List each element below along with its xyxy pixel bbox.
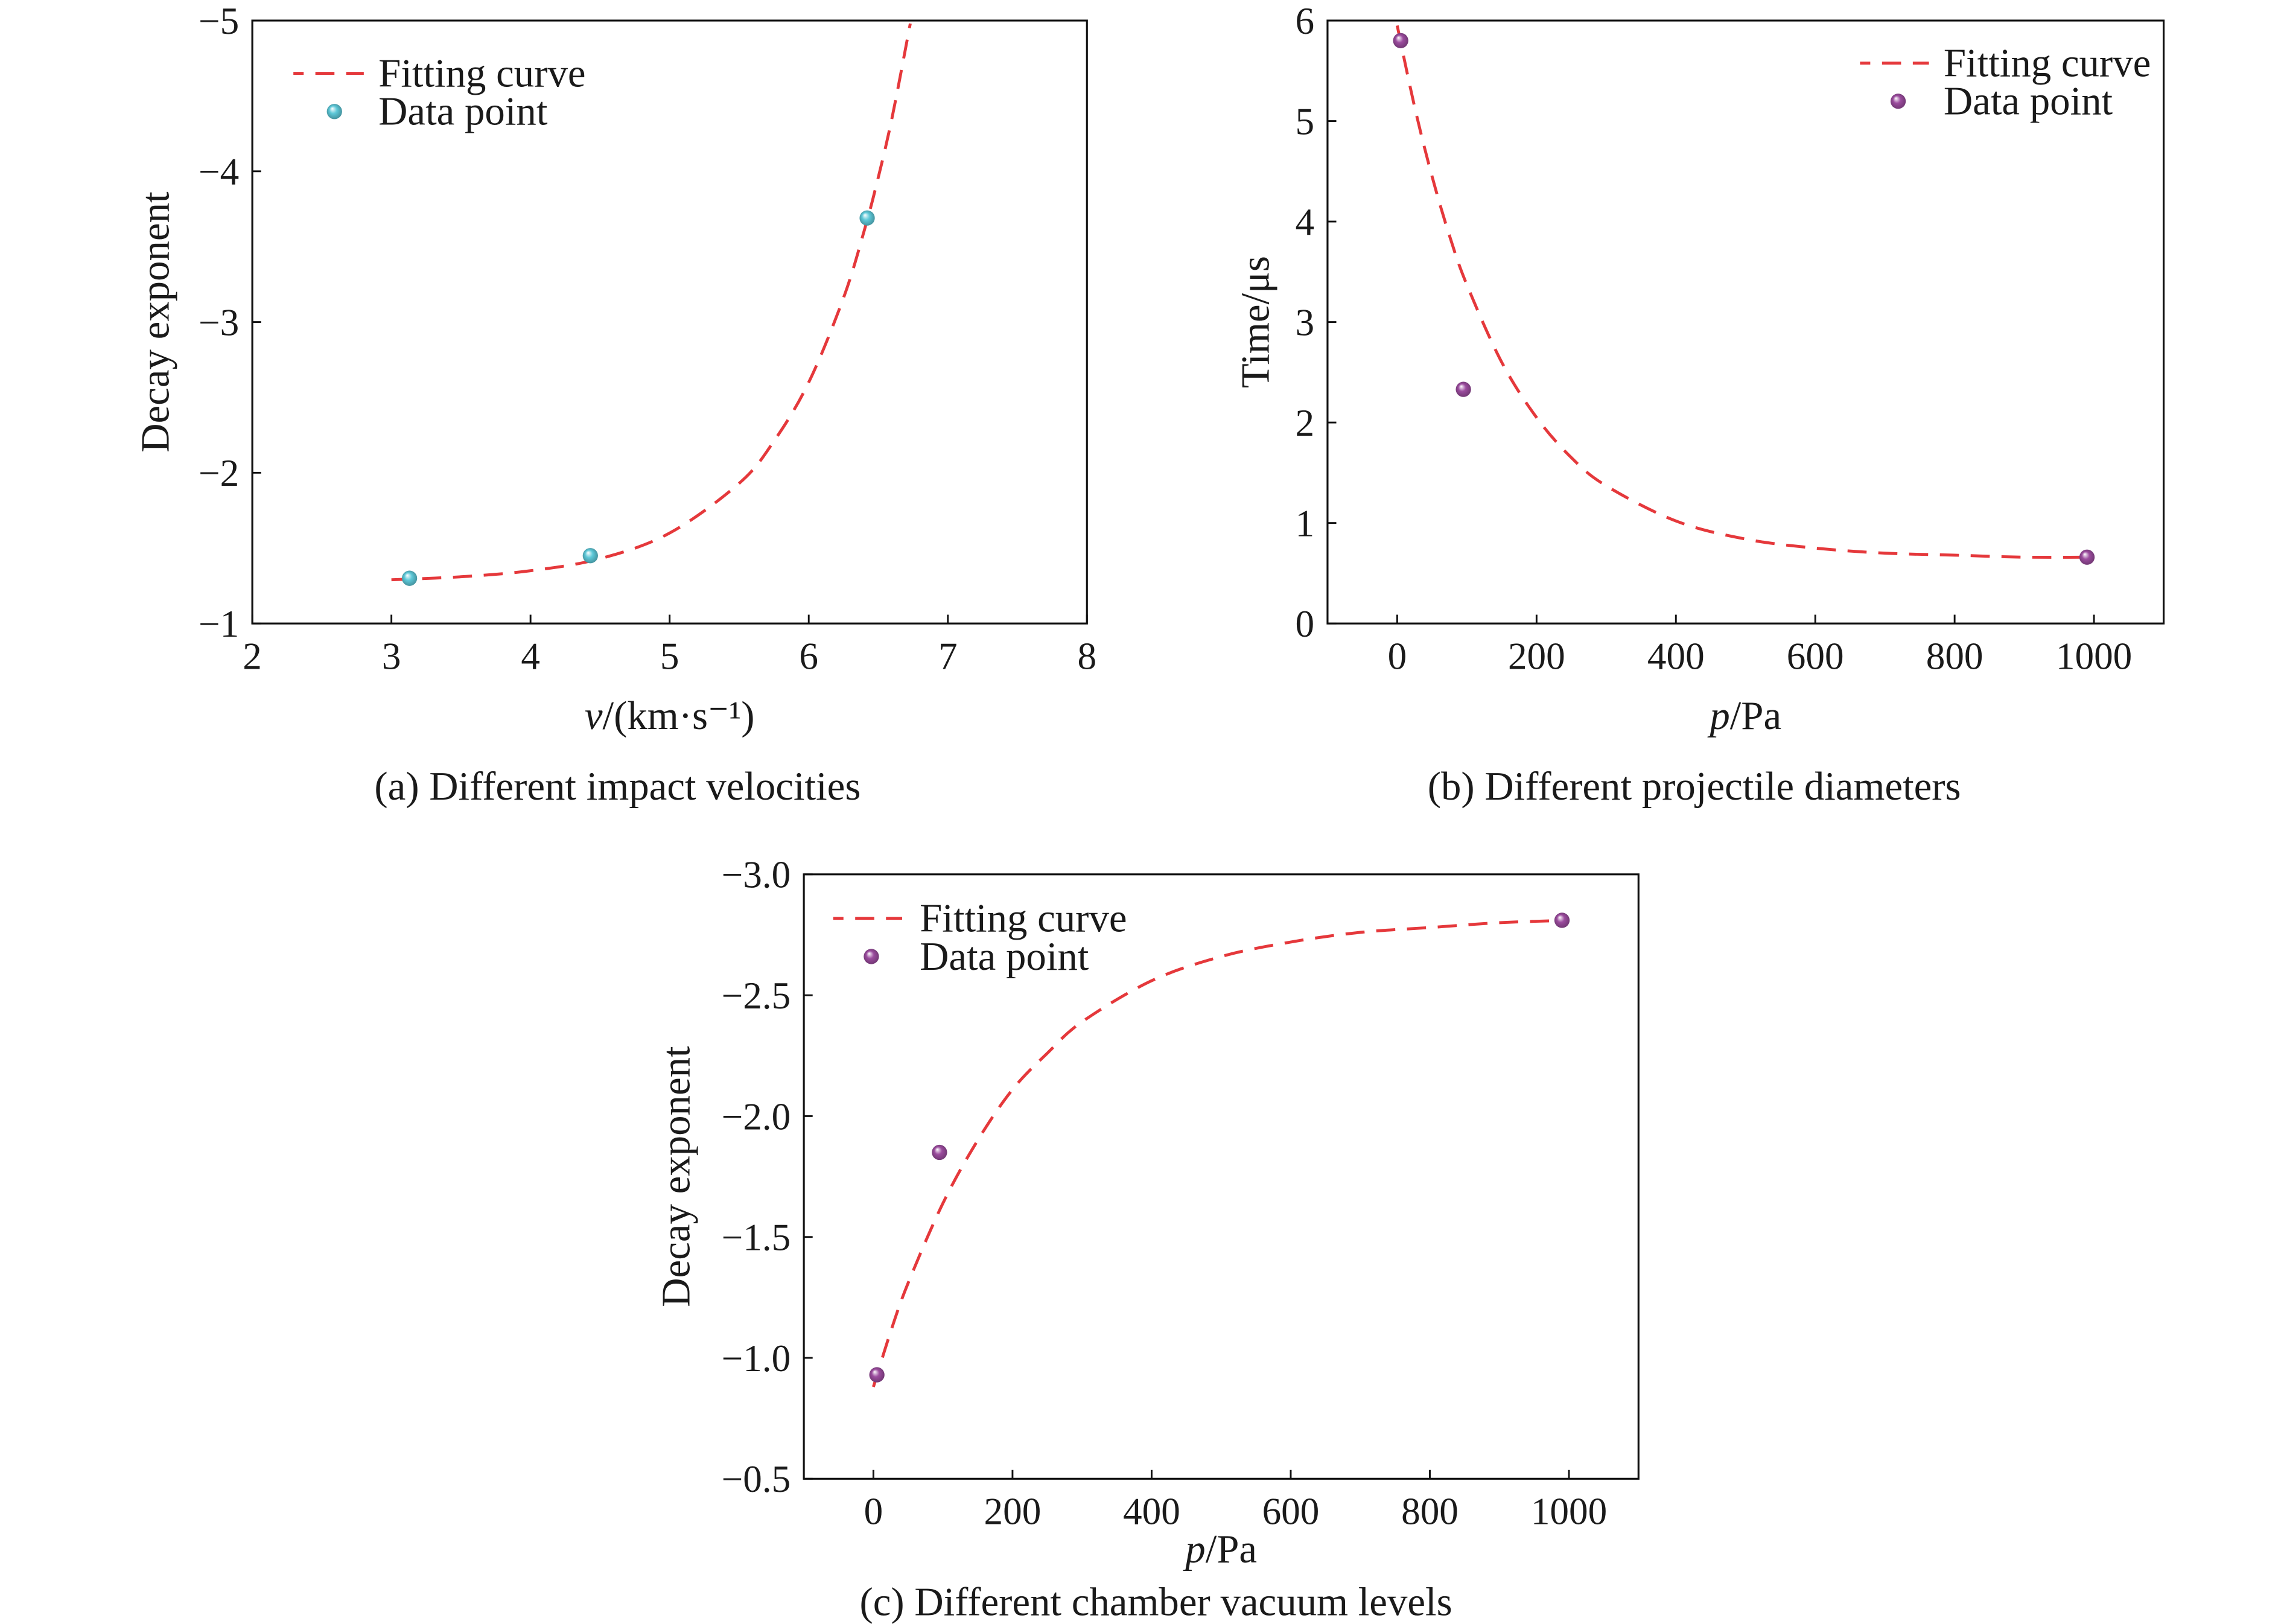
x-tick-label: 4 xyxy=(521,635,540,677)
y-tick-label: −3.0 xyxy=(722,854,791,896)
data-point xyxy=(1554,912,1570,928)
y-tick-label: 1 xyxy=(1295,502,1314,544)
figure-caption: (a) Different impact velocities xyxy=(374,764,861,809)
y-tick-label: 6 xyxy=(1295,0,1314,42)
data-point xyxy=(1455,381,1471,397)
legend-label-fitting-curve: Fitting curve xyxy=(920,896,1127,941)
chart-panel-b: 0 200 400 600 800 1000 0 1 2 3 4 5 6 Time/μs p/Pa (b) D… xyxy=(1233,0,2165,809)
y-tick-label: −1 xyxy=(199,603,239,645)
x-tick-label: 0 xyxy=(864,1491,883,1533)
y-tick-label: −3 xyxy=(199,301,239,343)
y-tick-label: 3 xyxy=(1295,301,1314,343)
x-axis-label-unit: /Pa xyxy=(1730,693,1781,738)
x-tick-label: 200 xyxy=(984,1491,1042,1533)
y-tick-label: −2.5 xyxy=(722,975,791,1017)
x-tick-label: 800 xyxy=(1926,635,1984,677)
x-axis-label-variable: p xyxy=(1183,1527,1205,1571)
x-tick-label: 6 xyxy=(799,635,818,677)
legend-label-data-point: Data point xyxy=(378,89,548,134)
x-axis-label-variable: p xyxy=(1707,693,1729,738)
x-axis-label-unit: /(km·s⁻¹) xyxy=(603,693,755,738)
data-point xyxy=(2079,549,2095,565)
legend-marker-swatch xyxy=(1890,94,1906,109)
fit-curve-line xyxy=(391,23,912,582)
data-point xyxy=(869,1367,885,1383)
x-tick-label: 600 xyxy=(1787,635,1844,677)
x-tick-label: 200 xyxy=(1508,635,1565,677)
x-axis-label: v/(km·s⁻¹) xyxy=(585,693,755,738)
chart-panel-a: 2 3 4 5 6 7 8 −5 −4 −3 −2 −1 Decay exponent v/(km·s⁻¹… xyxy=(133,0,1097,809)
x-axis-label-unit: /Pa xyxy=(1206,1527,1257,1571)
x-axis-label: p/Pa xyxy=(1183,1527,1257,1571)
fit-curve-line xyxy=(872,919,1570,1387)
x-tick-label: 1000 xyxy=(2056,635,2132,677)
legend-label-data-point: Data point xyxy=(1944,79,2113,124)
y-tick-label: −1.5 xyxy=(722,1217,791,1259)
y-tick-label: −1.0 xyxy=(722,1337,791,1380)
plot-frame xyxy=(803,873,1640,1480)
x-tick-label: 8 xyxy=(1077,635,1096,677)
legend-label-fitting-curve: Fitting curve xyxy=(378,51,585,95)
y-axis-label: Decay exponent xyxy=(133,191,178,453)
legend-marker-swatch xyxy=(326,104,342,119)
y-tick-label: 5 xyxy=(1295,100,1314,142)
y-tick-label: −4 xyxy=(199,151,239,193)
x-axis-label: p/Pa xyxy=(1707,693,1781,738)
x-tick-label: 400 xyxy=(1123,1491,1180,1533)
x-tick-label: 2 xyxy=(243,635,262,677)
fit-curve-line xyxy=(1396,25,2095,559)
legend-marker-swatch xyxy=(864,949,879,964)
data-point xyxy=(582,548,598,564)
data-point xyxy=(1393,33,1408,48)
x-tick-label: 400 xyxy=(1647,635,1705,677)
y-tick-label: 2 xyxy=(1295,402,1314,444)
figure-caption: (c) Different chamber vacuum levels xyxy=(859,1579,1452,1624)
legend-label-fitting-curve: Fitting curve xyxy=(1944,40,2151,85)
x-tick-label: 3 xyxy=(382,635,401,677)
y-tick-label: −2 xyxy=(199,452,239,494)
y-tick-label: −2.0 xyxy=(722,1095,791,1138)
legend-label-data-point: Data point xyxy=(920,934,1089,979)
x-tick-label: 0 xyxy=(1388,635,1407,677)
x-tick-label: 5 xyxy=(660,635,679,677)
y-tick-label: 4 xyxy=(1295,201,1314,243)
x-tick-label: 7 xyxy=(938,635,958,677)
data-point xyxy=(401,570,418,586)
y-tick-label: −0.5 xyxy=(722,1458,791,1500)
figure-caption: (b) Different projectile diameters xyxy=(1428,764,1961,809)
x-tick-label: 1000 xyxy=(1531,1491,1607,1533)
y-tick-label: −5 xyxy=(199,0,239,42)
chart-panel-c: 0 200 400 600 800 1000 −3.0 −2.5 −2.0 −1.5 −1.0 −0.… xyxy=(654,854,1640,1624)
data-point xyxy=(932,1144,947,1161)
x-axis-label-variable: v xyxy=(585,693,603,738)
x-tick-label: 800 xyxy=(1401,1491,1459,1533)
y-tick-label: 0 xyxy=(1295,603,1314,645)
data-point xyxy=(859,210,875,226)
x-tick-label: 600 xyxy=(1262,1491,1320,1533)
y-axis-label: Decay exponent xyxy=(654,1046,699,1307)
y-axis-label: Time/μs xyxy=(1233,256,1278,388)
